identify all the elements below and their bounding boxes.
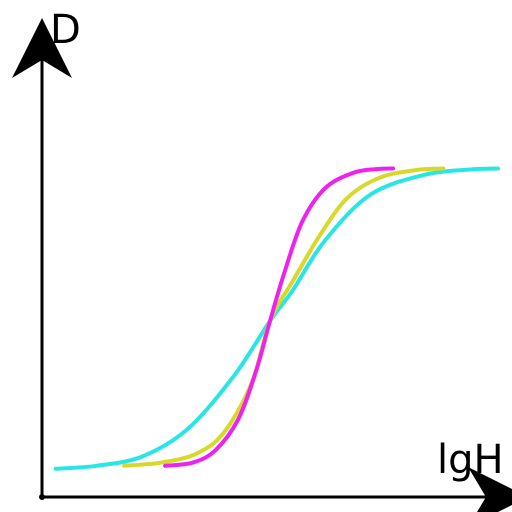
series-layer	[53, 166, 500, 471]
series-curve-1	[53, 166, 500, 471]
x-axis-label: lgH	[437, 437, 504, 483]
series-curve-3	[163, 166, 396, 468]
series-curve-2	[122, 166, 446, 468]
y-axis-label: D	[50, 7, 81, 53]
origin-dot	[39, 494, 45, 500]
